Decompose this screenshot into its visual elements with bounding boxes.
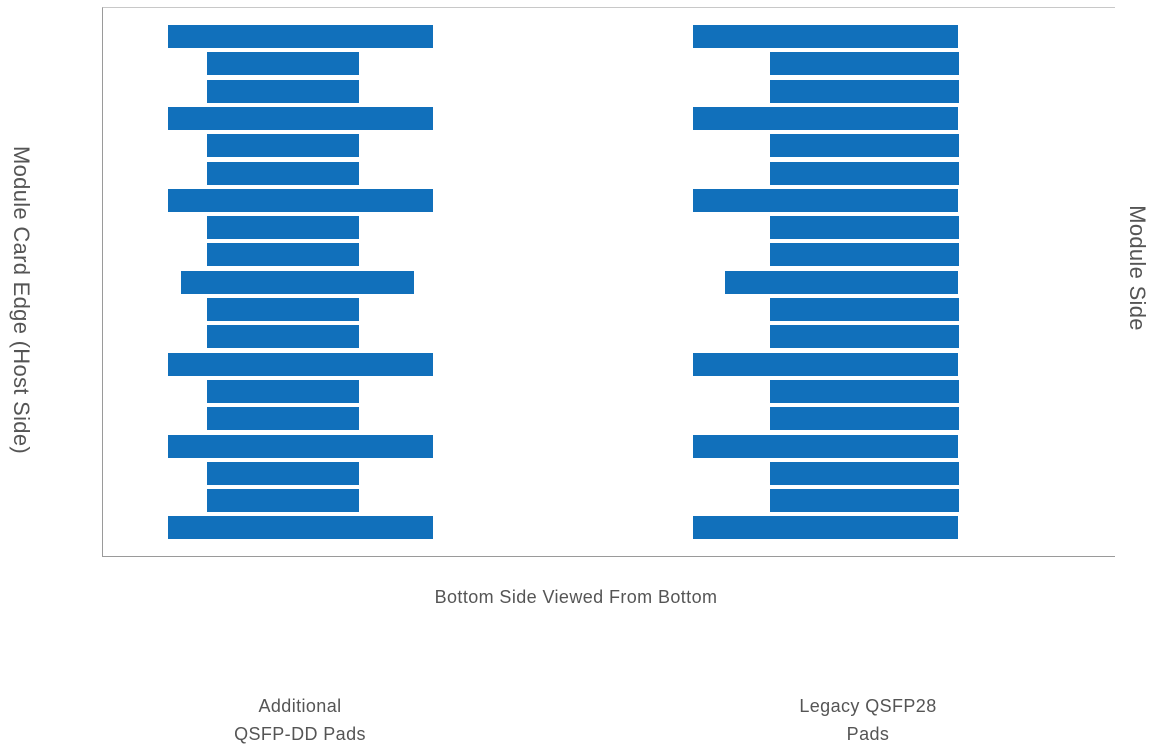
- legacy-qsfp28-pad-short: [769, 379, 960, 404]
- additional-qsfp-dd-pad-short: [206, 406, 360, 431]
- additional-qsfp-dd-pad-short: [206, 79, 360, 104]
- additional-qsfp-dd-pad-long: [167, 434, 434, 459]
- diagram-frame: [102, 7, 1115, 557]
- legacy-qsfp28-pad-long: [692, 24, 959, 49]
- additional-pads-caption: Additional QSFP-DD Pads: [234, 692, 366, 748]
- legacy-pads-caption: Legacy QSFP28 Pads: [799, 692, 936, 748]
- additional-pads-caption-line1: Additional: [258, 696, 342, 716]
- host-side-label: Module Card Edge (Host Side): [9, 146, 34, 454]
- legacy-qsfp28-pad-short: [769, 297, 960, 322]
- legacy-qsfp28-pad-short: [769, 79, 960, 104]
- additional-pads-caption-line2: QSFP-DD Pads: [234, 724, 366, 744]
- additional-qsfp-dd-pad-short: [206, 379, 360, 404]
- additional-qsfp-dd-pad-long: [167, 515, 434, 540]
- legacy-qsfp28-pad-medium: [724, 270, 959, 295]
- additional-qsfp-dd-pad-short: [206, 324, 360, 349]
- additional-qsfp-dd-pad-long: [167, 24, 434, 49]
- additional-qsfp-dd-pad-medium: [180, 270, 415, 295]
- legacy-qsfp28-pad-long: [692, 352, 959, 377]
- legacy-qsfp28-pad-short: [769, 133, 960, 158]
- legacy-qsfp28-pad-short: [769, 51, 960, 76]
- additional-qsfp-dd-pad-long: [167, 188, 434, 213]
- additional-qsfp-dd-pad-short: [206, 51, 360, 76]
- bottom-view-caption: Bottom Side Viewed From Bottom: [434, 587, 718, 607]
- additional-qsfp-dd-pad-short: [206, 215, 360, 240]
- legacy-qsfp28-pad-short: [769, 461, 960, 486]
- additional-qsfp-dd-pad-short: [206, 133, 360, 158]
- additional-qsfp-dd-pad-short: [206, 461, 360, 486]
- legacy-qsfp28-pad-short: [769, 215, 960, 240]
- legacy-qsfp28-pad-long: [692, 188, 959, 213]
- module-side-label: Module Side: [1125, 205, 1150, 331]
- legacy-qsfp28-pad-short: [769, 161, 960, 186]
- additional-qsfp-dd-pad-short: [206, 297, 360, 322]
- legacy-qsfp28-pad-short: [769, 242, 960, 267]
- legacy-qsfp28-pad-short: [769, 488, 960, 513]
- legacy-pads-caption-line1: Legacy QSFP28: [799, 696, 937, 716]
- additional-qsfp-dd-pad-short: [206, 161, 360, 186]
- additional-qsfp-dd-pad-long: [167, 352, 434, 377]
- legacy-qsfp28-pad-long: [692, 515, 959, 540]
- additional-qsfp-dd-pad-short: [206, 242, 360, 267]
- legacy-qsfp28-pad-long: [692, 106, 959, 131]
- additional-qsfp-dd-pad-long: [167, 106, 434, 131]
- additional-qsfp-dd-pad-short: [206, 488, 360, 513]
- legacy-pads-caption-line2: Pads: [846, 724, 890, 744]
- legacy-qsfp28-pad-short: [769, 324, 960, 349]
- legacy-qsfp28-pad-long: [692, 434, 959, 459]
- legacy-qsfp28-pad-short: [769, 406, 960, 431]
